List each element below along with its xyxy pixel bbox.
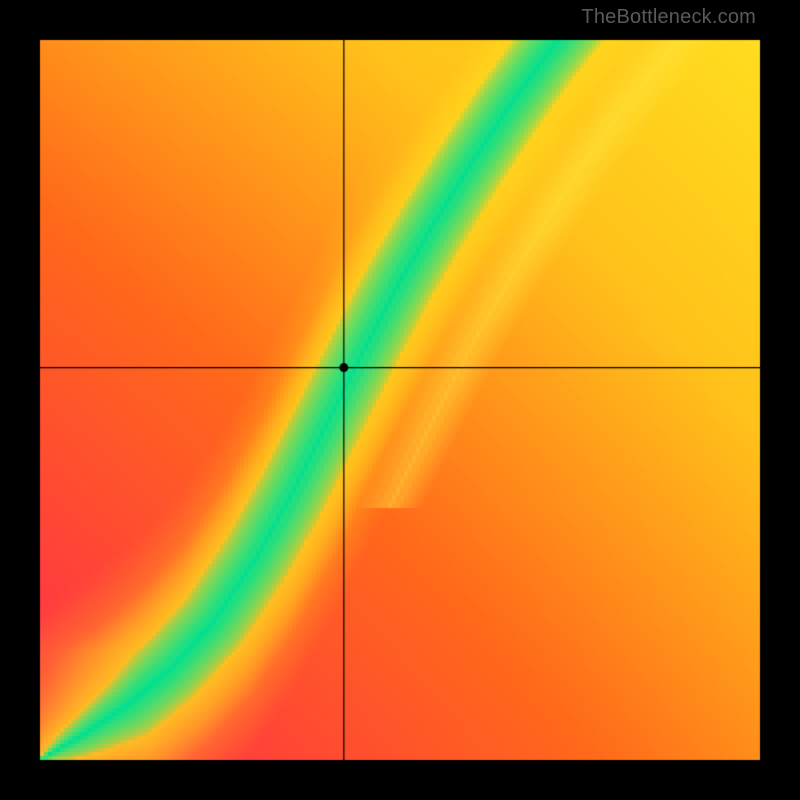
bottleneck-heatmap <box>0 0 800 800</box>
watermark-text: TheBottleneck.com <box>581 6 756 29</box>
chart-container: TheBottleneck.com <box>0 0 800 800</box>
